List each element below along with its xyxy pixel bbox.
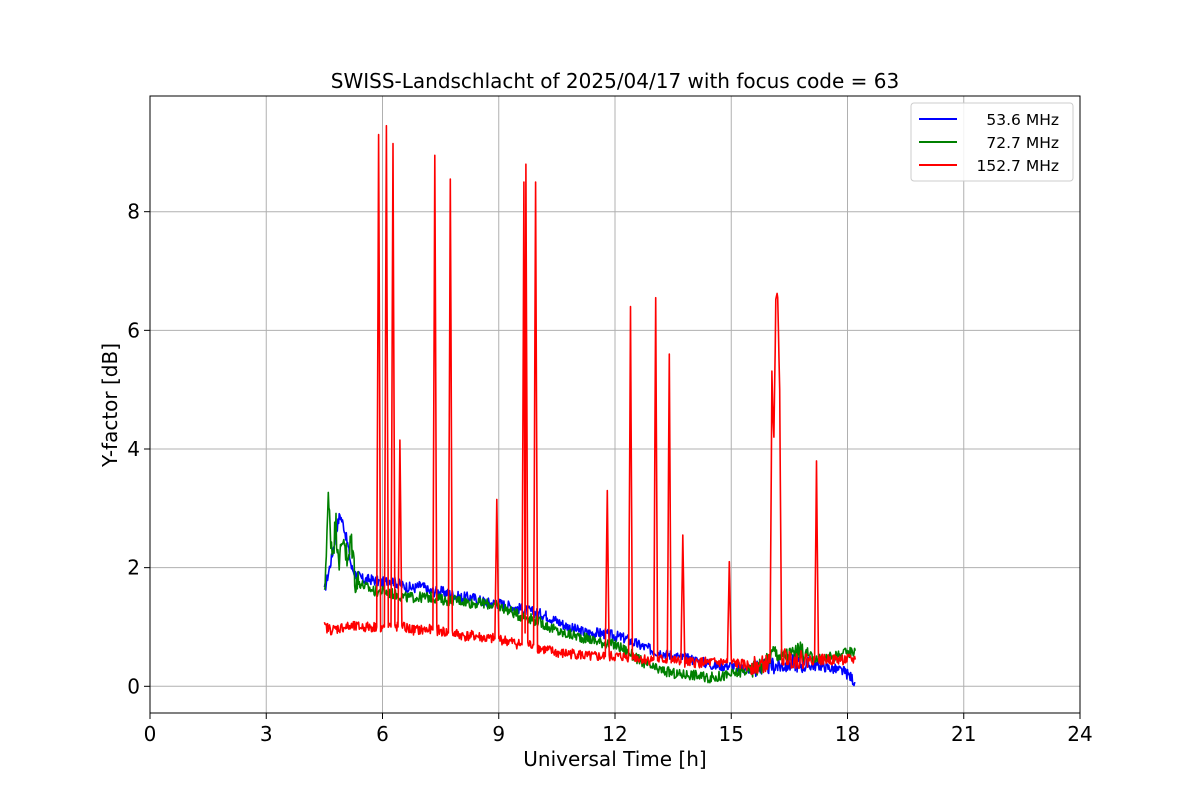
legend-box	[910, 102, 1074, 182]
series-line-2	[323, 491, 857, 684]
x-tick-label: 12	[602, 722, 627, 746]
y-tick-label: 6	[127, 318, 140, 342]
y-axis-label: Y-factor [dB]	[98, 343, 122, 468]
x-tick-label: 6	[376, 722, 389, 746]
y-tick-label: 4	[127, 437, 140, 461]
x-axis-label: Universal Time [h]	[523, 747, 706, 771]
x-tick-label: 3	[260, 722, 273, 746]
y-tick-label: 8	[127, 200, 140, 224]
legend: 53.6 MHz 72.7 MHz 152.7 MHz	[910, 102, 1074, 182]
x-tick-label: 18	[835, 722, 860, 746]
y-axis: 0 2 4 6 8	[127, 200, 150, 698]
series-layer	[323, 124, 857, 687]
x-tick-label: 15	[719, 722, 744, 746]
chart-title: SWISS-Landschlacht of 2025/04/17 with fo…	[331, 69, 899, 93]
y-tick-label: 0	[127, 674, 140, 698]
legend-label-3: 152.7 MHz	[977, 157, 1059, 175]
y-tick-label: 2	[127, 556, 140, 580]
x-tick-label: 0	[144, 722, 157, 746]
x-tick-label: 21	[951, 722, 976, 746]
x-axis: 0 3 6 9 12 15 18 21 24	[144, 713, 1093, 746]
x-tick-label: 9	[492, 722, 505, 746]
legend-label-1: 53.6 MHz	[986, 111, 1059, 129]
x-tick-label: 24	[1067, 722, 1092, 746]
series-line-3	[323, 124, 857, 676]
legend-label-2: 72.7 MHz	[986, 134, 1059, 152]
